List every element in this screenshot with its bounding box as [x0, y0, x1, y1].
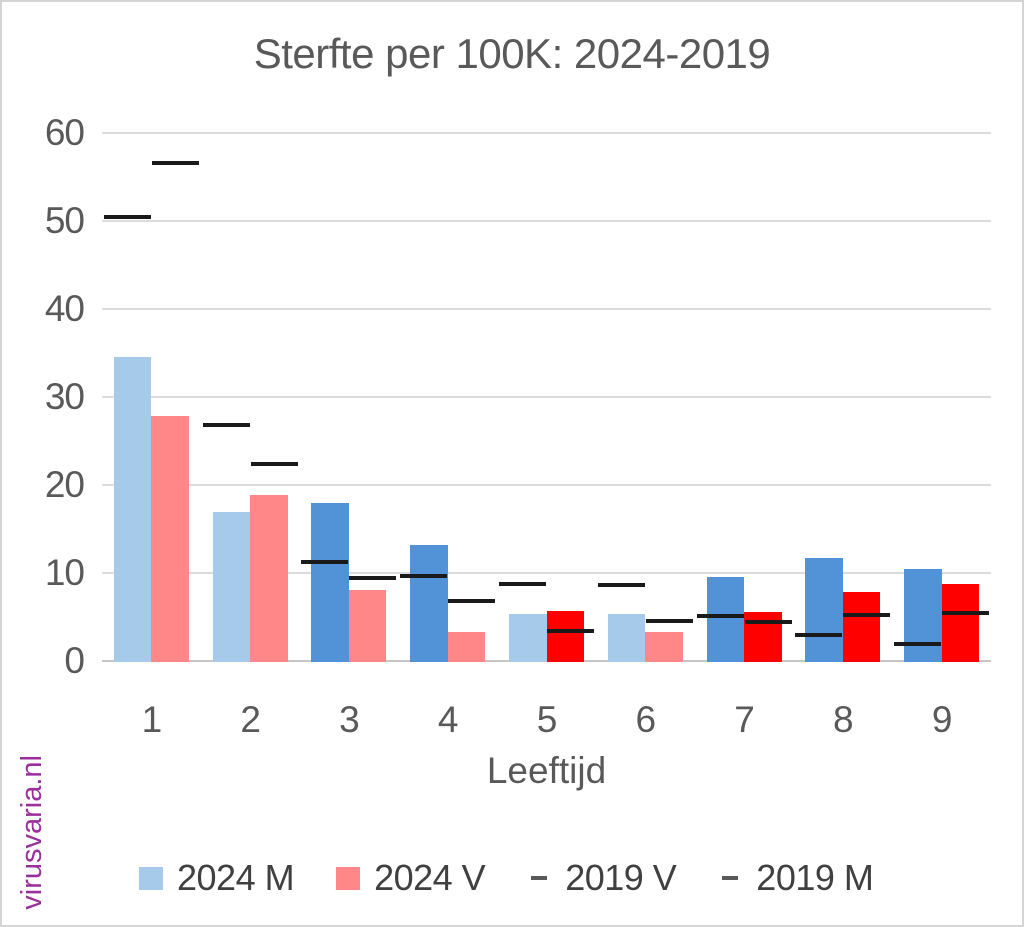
2024-m-bar-cat-7: [706, 577, 745, 662]
y-tick-label-50: 50: [44, 200, 85, 241]
legend-swatch-wrap: [527, 876, 551, 880]
2024-m-bar-cat-5: [509, 614, 547, 662]
x-tick-label-5: 5: [536, 699, 558, 740]
2019-v-marker-cat-4: [448, 599, 496, 604]
2019-m-marker-cat-2: [202, 423, 250, 428]
2024-m-bar-cat-8: [805, 558, 843, 662]
x-tick-label-9: 9: [931, 699, 953, 740]
2019-v-marker-cat-6: [645, 619, 693, 624]
2024-v-bar-cat-4: [447, 631, 486, 662]
2019-v-marker-cat-7: [744, 620, 792, 625]
gridline-y-40: [102, 308, 991, 310]
2024-m-bar-cat-1: [113, 356, 152, 662]
2024-m-bar-cat-3: [311, 503, 349, 662]
legend-dash-2019-v: [531, 876, 548, 880]
legend-dash-2019-m: [722, 876, 739, 880]
x-tick-label-3: 3: [339, 699, 360, 740]
2024-v-bar-cat-6: [645, 631, 683, 662]
y-tick-label-30: 30: [44, 376, 85, 417]
x-tick-label-2: 2: [240, 699, 261, 740]
gridline-y-50: [102, 220, 991, 222]
x-tick-label-7: 7: [734, 699, 755, 740]
y-tick-label-0: 0: [64, 640, 85, 681]
x-tick-label-1: 1: [141, 699, 163, 740]
2019-m-marker-cat-5: [499, 581, 546, 586]
2019-m-marker-cat-9: [894, 642, 942, 647]
legend-item-2024-m: 2024 M: [139, 857, 295, 899]
2019-v-marker-cat-8: [843, 613, 891, 618]
2019-v-marker-cat-2: [250, 461, 298, 466]
y-tick-label-20: 20: [44, 464, 85, 505]
2024-m-bar-cat-2: [212, 512, 251, 662]
2019-v-marker-cat-3: [349, 576, 397, 581]
2019-m-marker-cat-8: [795, 632, 843, 637]
2024-m-bar-cat-4: [410, 544, 448, 662]
2019-m-marker-cat-6: [597, 583, 645, 588]
legend: 2024 M 2024 V 2019 V 2019 M: [139, 850, 874, 906]
2019-v-marker-cat-1: [151, 160, 199, 165]
y-tick-label-60: 60: [44, 112, 85, 153]
2024-m-bar-cat-9: [904, 569, 942, 662]
2019-v-marker-cat-5: [547, 629, 594, 634]
legend-item-2019-m: 2019 M: [718, 857, 874, 899]
gridline-y-60: [102, 132, 991, 134]
chart-title: Sterfte per 100K: 2024-2019: [253, 30, 771, 77]
legend-item-2019-v: 2019 V: [527, 857, 677, 899]
x-tick-label-6: 6: [635, 699, 656, 740]
2019-m-marker-cat-4: [400, 573, 448, 578]
legend-label-2024-m: 2024 M: [177, 857, 295, 898]
legend-label-2019-v: 2019 V: [565, 857, 677, 898]
x-tick-label-4: 4: [437, 699, 459, 740]
watermark: virusvaria.nl: [10, 735, 54, 925]
2024-v-bar-cat-9: [941, 584, 980, 662]
gridline-y-10: [102, 572, 991, 574]
gridline-y-20: [102, 484, 991, 486]
2024-m-bar-cat-6: [607, 614, 646, 662]
2024-v-bar-cat-5: [546, 610, 584, 662]
legend-swatch-2024-m: [139, 866, 163, 890]
legend-swatch-2024-v: [336, 866, 361, 890]
2024-v-bar-cat-7: [744, 611, 782, 662]
x-tick-label-8: 8: [833, 699, 854, 740]
x-axis-title: Leeftijd: [486, 750, 607, 791]
2024-v-bar-cat-3: [348, 589, 387, 662]
2024-v-bar-cat-1: [151, 416, 189, 662]
2019-m-marker-cat-3: [301, 560, 349, 565]
2024-v-bar-cat-8: [842, 592, 881, 662]
y-tick-label-40: 40: [44, 288, 85, 329]
legend-swatch-wrap: [718, 876, 742, 880]
2019-m-marker-cat-1: [103, 215, 151, 220]
legend-label-2019-m: 2019 M: [756, 857, 874, 898]
2024-v-bar-cat-2: [250, 494, 288, 662]
2019-m-marker-cat-7: [696, 614, 744, 619]
legend-label-2024-v: 2024 V: [374, 857, 486, 898]
legend-item-2024-v: 2024 V: [336, 857, 486, 899]
watermark-text: virusvaria.nl: [15, 754, 48, 910]
y-tick-label-10: 10: [44, 552, 85, 593]
2019-v-marker-cat-9: [942, 611, 990, 616]
gridline-y-30: [102, 396, 991, 398]
